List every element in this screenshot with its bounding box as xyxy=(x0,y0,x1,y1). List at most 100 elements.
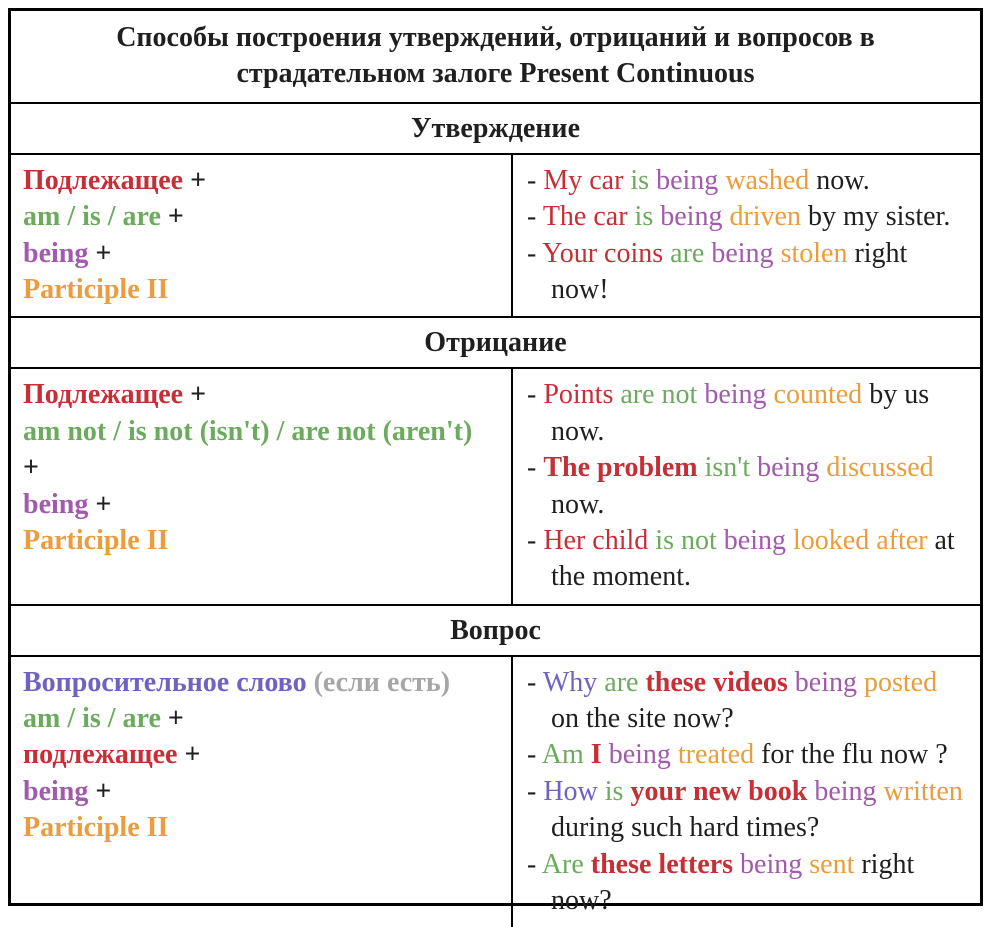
text-segment-black: by us now. xyxy=(551,379,930,447)
text-segment-gray: (если есть) xyxy=(313,666,451,698)
text-segment-black: at the moment. xyxy=(551,524,955,593)
example-sentence: - Her child is not being looked after at… xyxy=(527,523,970,596)
example-sentence: - My car is being washed now. xyxy=(527,163,970,199)
text-segment-green: are xyxy=(670,237,705,269)
example-dash: - xyxy=(527,775,544,807)
text-segment-green: is xyxy=(634,201,654,233)
text-segment-black: + xyxy=(23,452,39,484)
text-segment-orange: sent xyxy=(809,848,855,880)
text-segment-black: for the flu now ? xyxy=(761,739,948,771)
example-dash: - xyxy=(527,524,544,556)
text-segment-red: Points xyxy=(543,379,614,411)
text-segment-orange: stolen xyxy=(780,237,848,269)
example-dash: - xyxy=(527,237,543,269)
formula-line: am / is / are + xyxy=(23,199,503,235)
text-segment-purple: being xyxy=(23,237,89,269)
text-segment-orange: posted xyxy=(864,666,938,698)
text-segment-purple: being xyxy=(608,739,671,771)
text-segment-black: on the site now? xyxy=(551,703,734,735)
text-segment-red: Your coins xyxy=(542,237,664,269)
text-segment-orange: Participle II xyxy=(23,812,169,844)
example-sentence: - Why are these videos being posted on t… xyxy=(527,665,970,738)
text-segment-purple: being xyxy=(814,775,877,807)
text-segment-green: Are xyxy=(541,848,584,880)
examples-cell-negation: - Points are not being counted by us now… xyxy=(513,369,980,603)
text-segment-orange: Participle II xyxy=(23,273,169,305)
text-segment-orange: washed xyxy=(725,164,810,196)
section-body-negation: Подлежащее + am not / is not (isn't) / ar… xyxy=(11,369,980,606)
grammar-table: Способы построения утверждений, отрицани… xyxy=(8,8,983,927)
examples-cell-affirmation: - My car is being washed now. - The car i… xyxy=(513,155,980,317)
section-body-question: Вопросительное слово (если есть) am / is … xyxy=(11,656,980,927)
text-segment-green: is xyxy=(604,775,624,807)
text-segment-red: Подлежащее xyxy=(23,164,184,196)
text-segment-black: + xyxy=(190,379,207,411)
text-segment-red: The car xyxy=(542,201,628,233)
text-segment-black: right now? xyxy=(551,848,915,917)
example-dash: - xyxy=(527,666,543,698)
text-segment-purple: being xyxy=(757,452,820,484)
formula-line: being + xyxy=(23,774,503,810)
formula-line: am / is / are + xyxy=(23,701,503,737)
text-segment-purple: being xyxy=(656,164,719,196)
example-dash: - xyxy=(527,848,542,880)
text-segment-black: + xyxy=(190,164,207,196)
example-dash: - xyxy=(527,379,544,411)
example-dash: - xyxy=(527,201,543,233)
text-segment-orange: discussed xyxy=(826,452,934,484)
text-segment-black: right now! xyxy=(551,237,908,305)
example-dash: - xyxy=(527,452,544,484)
text-segment-purple: being xyxy=(723,524,786,556)
formula-cell-question: Вопросительное слово (если есть) am / is … xyxy=(11,656,513,927)
example-dash: - xyxy=(527,739,542,771)
section-header-question: Вопрос xyxy=(11,606,980,657)
formula-line: am not / is not (isn't) / are not (aren'… xyxy=(23,414,503,450)
text-segment-red: these letters xyxy=(590,848,734,880)
text-segment-black: during such hard times? xyxy=(551,812,820,844)
formula-line: being + xyxy=(23,487,503,523)
formula-line: Participle II xyxy=(23,523,503,559)
formula-cell-affirmation: Подлежащее + am / is / are + being + Partic… xyxy=(11,154,513,317)
text-segment-green: am / is / are xyxy=(23,703,161,735)
text-segment-purple: being xyxy=(740,848,803,880)
example-dash: - xyxy=(527,164,544,196)
text-segment-green: are xyxy=(604,666,639,698)
text-segment-violet: How xyxy=(543,775,598,807)
formula-cell-negation: Подлежащее + am not / is not (isn't) / ar… xyxy=(11,369,513,604)
text-segment-black: + xyxy=(184,739,201,771)
text-segment-red: your new book xyxy=(630,775,808,807)
text-segment-black: by my sister. xyxy=(807,201,951,233)
formula-line: подлежащее + xyxy=(23,737,503,773)
text-segment-black: + xyxy=(95,488,112,520)
formula-line: Подлежащее + xyxy=(23,163,503,199)
section-question: Вопрос Вопросительное слово (если есть) a… xyxy=(11,606,980,927)
example-sentence: - The problem isn't being discussed now. xyxy=(527,450,970,523)
text-segment-violet: Вопросительное слово xyxy=(23,666,307,698)
text-segment-orange: treated xyxy=(677,739,755,771)
text-segment-green: are not xyxy=(620,379,698,411)
formula-line: being + xyxy=(23,236,503,272)
example-sentence: - The car is being driven by my sister. xyxy=(527,199,970,235)
text-segment-green: Am xyxy=(541,739,584,771)
text-segment-orange: driven xyxy=(729,201,801,233)
section-negation: Отрицание Подлежащее + am not / is not (i… xyxy=(11,318,980,606)
text-segment-red: My car xyxy=(543,164,624,196)
text-segment-green: isn't xyxy=(704,452,751,484)
section-affirmation: Утверждение Подлежащее + am / is / are + b… xyxy=(11,104,980,319)
examples-cell-question: - Why are these videos being posted on t… xyxy=(513,657,980,927)
text-segment-red: these videos xyxy=(645,666,788,698)
text-segment-red: The problem xyxy=(543,452,698,484)
text-segment-red: Her child xyxy=(543,524,649,556)
text-segment-red: подлежащее xyxy=(23,739,178,771)
text-segment-orange: looked after xyxy=(792,524,928,556)
example-sentence: - Are these letters being sent right now… xyxy=(527,847,970,920)
formula-line: Participle II xyxy=(23,272,503,308)
text-segment-black: + xyxy=(95,775,112,807)
formula-line: + xyxy=(23,450,503,486)
text-segment-purple: being xyxy=(794,666,857,698)
section-header-affirmation: Утверждение xyxy=(11,104,980,155)
example-sentence: - Points are not being counted by us now… xyxy=(527,377,970,450)
text-segment-green: am / is / are xyxy=(23,201,161,233)
text-segment-violet: Why xyxy=(542,666,598,698)
